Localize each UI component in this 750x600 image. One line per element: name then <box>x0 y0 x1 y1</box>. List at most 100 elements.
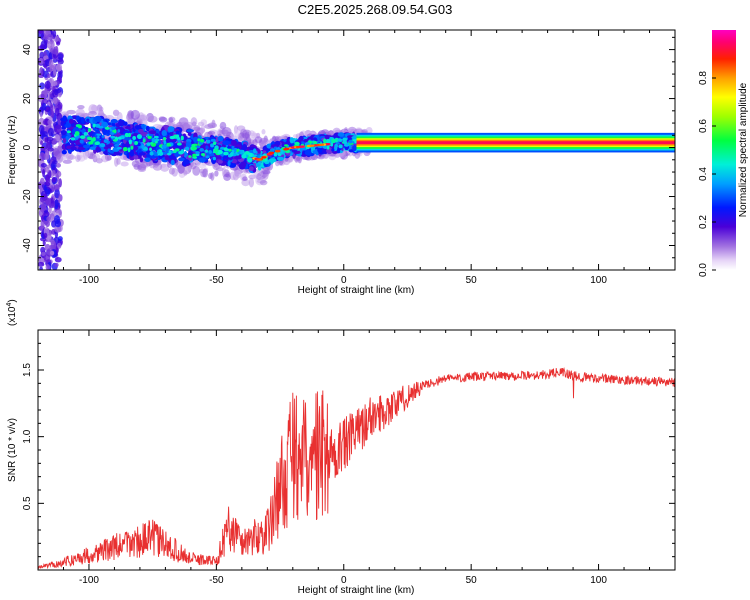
spectrogram-blob-cell <box>123 121 128 126</box>
spectrogram-core-cell <box>212 141 217 146</box>
spectrogram-core-cell <box>110 135 116 139</box>
spectrogram-core-cell <box>117 129 121 133</box>
spectrogram-x-ticks: -100 -50 0 50 100 <box>37 30 676 286</box>
spectrogram-core-cell <box>214 145 219 150</box>
spectrogram-band-cell <box>47 127 54 137</box>
spectrogram-band-cell <box>53 68 57 76</box>
spectrogram-band-cell <box>39 266 43 270</box>
spectrogram-band-cell <box>46 216 51 222</box>
spectrogram-core-cell <box>130 145 134 150</box>
spectrogram-blob-cell <box>186 129 195 133</box>
spectrogram-haze-cell <box>236 125 246 131</box>
x-tick-label: 100 <box>590 275 607 286</box>
spectrogram-haze-cell <box>242 176 248 182</box>
spectrogram-blob-cell <box>134 125 141 130</box>
spectrogram-core-cell <box>74 131 80 136</box>
spectrogram-blob-cell <box>239 161 247 168</box>
spectrogram-band-cell <box>38 261 45 267</box>
spectrogram-core-cell <box>141 144 145 149</box>
spectrogram-band-cell <box>51 210 56 219</box>
spectrogram-haze-cell <box>233 169 242 179</box>
spectrogram-blob-cell <box>276 156 285 161</box>
spectrogram-blob-cell <box>268 158 277 163</box>
spectrogram-core-cell <box>96 133 102 136</box>
spectrogram-core-cell <box>97 135 100 139</box>
colorbar-tick-label: 0.6 <box>698 119 709 133</box>
spectrogram-haze-cell <box>211 119 216 129</box>
spectrogram-core-cell <box>322 138 327 144</box>
y-tick-label: -20 <box>22 189 33 204</box>
spectrogram-haze-cell <box>202 168 208 178</box>
spectrogram-core-cell <box>200 138 204 143</box>
spectrogram-band-cell <box>43 254 51 262</box>
spectrogram-band-cell <box>42 169 46 178</box>
spectrogram-haze-cell <box>223 173 231 181</box>
spectrogram-blob-cell <box>217 135 224 142</box>
spectrogram-band-cell <box>43 232 48 239</box>
spectrogram-blob-cell <box>95 129 101 133</box>
spectrogram-core-cell <box>161 144 167 149</box>
spectrogram-blob-cell <box>81 117 85 124</box>
spectrogram-core-cell <box>338 144 343 149</box>
spectrogram-core-cell <box>259 154 263 157</box>
spectrogram-blob-cell <box>138 152 146 156</box>
spectrogram-band-cell <box>58 194 63 202</box>
spectrogram-band-cell <box>48 59 54 69</box>
colorbar-ticks: 0.0 0.2 0.4 0.6 0.8 <box>698 71 716 277</box>
spectrogram-blob-cell <box>241 144 248 151</box>
spectrogram-blob-cell <box>178 157 185 162</box>
colorbar-tick-label: 0.8 <box>698 71 709 85</box>
spectrogram-band-cell <box>52 160 58 165</box>
spectrogram-haze-cell <box>274 159 280 167</box>
spectrogram-band-cell <box>46 136 54 142</box>
spectrogram-blob-cell <box>65 135 70 141</box>
spectrogram-hot-cell <box>269 151 275 155</box>
spectrogram-band-cell <box>58 209 62 216</box>
y-tick-label: 1.0 <box>22 429 33 443</box>
spectrogram-core-cell <box>79 135 86 140</box>
spectrogram-blob-cell <box>68 118 74 124</box>
spectrogram-blob-cell <box>262 150 267 154</box>
spectrogram-blob-cell <box>137 129 144 134</box>
spectrogram-core-cell <box>276 147 280 150</box>
spectrogram-blob-cell <box>317 147 323 153</box>
spectrogram-blob-cell <box>62 115 67 122</box>
spectrogram-core-cell <box>163 139 167 145</box>
spectrogram-haze-cell <box>259 179 268 186</box>
spectrogram-band-cell <box>52 147 60 157</box>
spectrogram-band-cell <box>52 48 59 55</box>
spectrogram-hot-cell <box>256 158 262 161</box>
spectrogram-haze-cell <box>260 170 271 175</box>
spectrogram-band-cell <box>51 177 57 183</box>
spectrogram-core-cell <box>158 151 164 156</box>
spectrogram-blob-cell <box>304 149 312 156</box>
spectrogram-band-cell <box>41 131 48 137</box>
colorbar-tick-label: 0.2 <box>698 215 709 229</box>
spectrogram-band-cell <box>41 251 46 257</box>
spectrogram-haze-cell <box>62 159 72 164</box>
spectrogram-band-cell <box>51 220 57 228</box>
spectrogram-band-cell <box>46 41 52 49</box>
spectrogram-blob-cell <box>271 144 280 148</box>
spectrogram-haze-cell <box>168 117 174 124</box>
spectrogram-haze-cell <box>210 172 215 181</box>
x-tick-label: -100 <box>79 575 99 586</box>
spectrogram-blob-cell <box>108 138 112 142</box>
x-tick-label: 0 <box>341 275 347 286</box>
spectrogram-blob-cell <box>60 130 67 135</box>
snr-y-ticks: 0.5 1.0 1.5 <box>22 329 675 571</box>
spectrogram-core-cell <box>206 139 211 144</box>
x-tick-label: 100 <box>590 575 607 586</box>
spectrogram-band-cell <box>52 30 57 38</box>
spectrogram-haze-cell <box>88 110 97 117</box>
x-tick-label: 50 <box>466 275 478 286</box>
spectrogram-core-cell <box>86 136 93 141</box>
spectrogram-core-cell <box>77 124 82 129</box>
spectrogram-blob-cell <box>198 157 206 163</box>
spectrogram-blob-cell <box>145 125 150 132</box>
spectrogram-core-cell <box>199 148 204 152</box>
spectrogram-haze-cell <box>183 170 188 176</box>
spectrogram-band-cell <box>39 152 46 162</box>
spectrogram-blob-cell <box>205 145 209 150</box>
spectrogram-core-cell <box>95 141 100 146</box>
